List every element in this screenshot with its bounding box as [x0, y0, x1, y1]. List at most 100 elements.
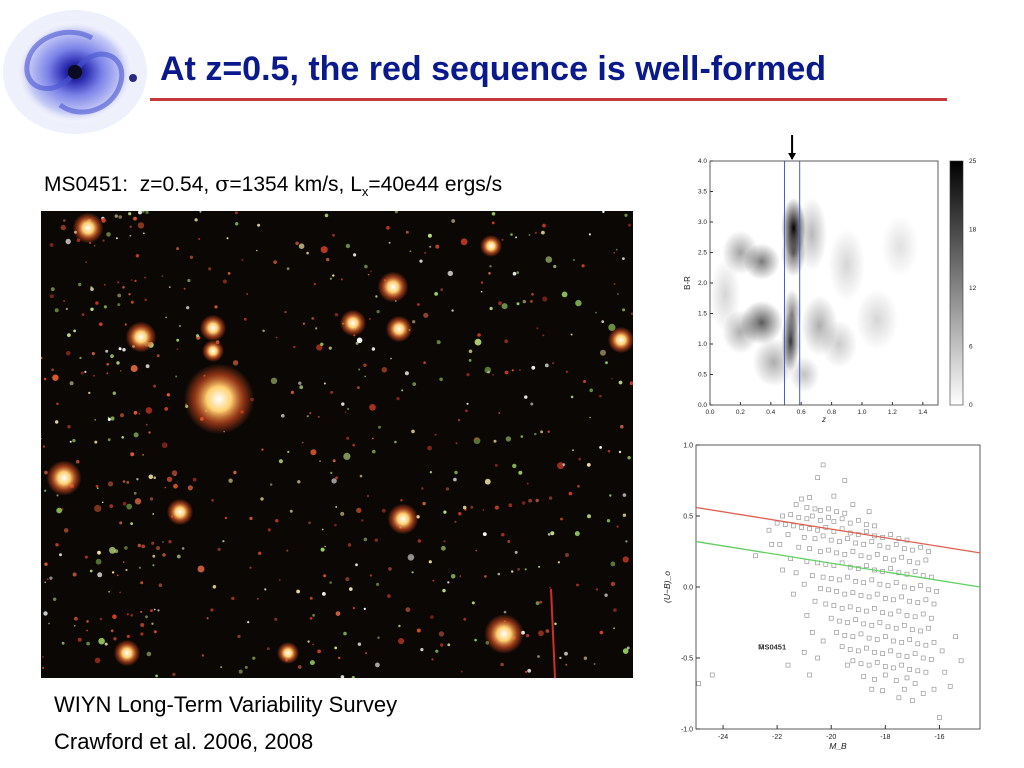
sky-point-source — [273, 260, 277, 264]
sky-point-source — [94, 419, 97, 421]
colorbar — [949, 160, 964, 406]
sky-point-source — [622, 648, 629, 654]
sky-point-source — [615, 248, 618, 251]
sky-point-source — [538, 565, 541, 568]
sky-point-source — [133, 491, 137, 495]
sky-point-source — [72, 438, 76, 443]
sky-point-source — [306, 251, 309, 255]
galaxy-point — [907, 637, 912, 642]
sky-point-source — [134, 279, 137, 282]
sky-point-source — [440, 643, 444, 647]
galaxy-point — [856, 532, 861, 537]
galaxy-point — [861, 621, 866, 627]
galaxy-point — [826, 587, 831, 593]
galaxy-point — [864, 645, 869, 651]
sky-point-source — [109, 504, 114, 508]
galaxy-point — [920, 655, 926, 661]
galaxy-point — [834, 589, 839, 594]
caption-lx: =40e44 ergs/s — [368, 173, 503, 196]
galaxy-point — [791, 591, 796, 597]
sky-point-source — [447, 643, 451, 647]
sky-point-source — [474, 638, 477, 642]
sky-point-source — [622, 257, 625, 260]
galaxy-point — [869, 623, 875, 628]
sky-point-source — [181, 547, 185, 550]
sky-point-source — [49, 576, 53, 580]
sky-point-source — [114, 214, 119, 218]
sky-point-source — [228, 478, 233, 483]
bright-star — [385, 315, 413, 343]
sky-point-source — [322, 592, 326, 596]
sky-point-source — [51, 368, 54, 372]
galaxy-point — [869, 577, 875, 583]
sky-point-source — [565, 553, 569, 557]
galaxy-point — [926, 625, 931, 631]
sky-point-source — [369, 404, 376, 411]
sky-point-source — [508, 503, 513, 508]
colorbar-tick-label: 18 — [969, 226, 977, 233]
heatmap-density-cell — [881, 215, 919, 277]
galaxy-point — [866, 509, 872, 514]
sky-point-source — [89, 569, 93, 573]
sky-point-source — [534, 432, 537, 436]
galaxy-point — [864, 608, 869, 614]
sky-point-source — [367, 495, 369, 497]
sky-point-source — [455, 442, 458, 445]
sky-point-source — [622, 556, 629, 563]
bright-star — [46, 460, 82, 496]
sky-point-source — [345, 577, 350, 582]
bright-star — [387, 503, 419, 535]
y-tick-label: -1.0 — [681, 727, 693, 734]
caption-redshift: z=0.54, — [139, 173, 210, 196]
sky-point-source — [166, 393, 171, 397]
sky-point-source — [388, 241, 391, 244]
galaxy-point — [891, 638, 896, 644]
sky-point-source — [334, 646, 338, 650]
sky-point-source — [421, 487, 424, 490]
sky-point-source — [145, 364, 150, 369]
y-tick-label: 1.0 — [698, 341, 707, 348]
sky-point-source — [511, 570, 514, 573]
sky-point-source — [581, 264, 585, 268]
sky-point-source — [528, 498, 532, 503]
sky-point-source — [135, 254, 140, 258]
x-tick-label: 0.6 — [797, 409, 806, 416]
x-tick-label: -18 — [880, 734, 890, 741]
galaxy-point — [818, 586, 823, 591]
x-tick-label: 0.2 — [736, 409, 745, 416]
sky-point-source — [356, 507, 362, 514]
sky-point-source — [548, 496, 553, 500]
bright-star — [166, 498, 194, 526]
galaxy-point — [893, 542, 899, 547]
sky-point-source — [44, 489, 47, 492]
galaxy-point — [818, 518, 823, 523]
sky-point-source — [165, 316, 167, 319]
sky-point-source — [613, 608, 617, 612]
sky-point-source — [416, 628, 421, 633]
sky-point-source — [547, 430, 550, 433]
sky-point-source — [332, 233, 335, 237]
sky-point-source — [260, 497, 264, 501]
sky-point-source — [515, 236, 518, 239]
galaxy-point — [907, 598, 912, 604]
sky-point-source — [570, 395, 574, 399]
sky-point-source — [125, 568, 128, 572]
sky-point-source — [475, 549, 478, 552]
sky-point-source — [110, 416, 115, 421]
y-tick-label: -0.5 — [681, 656, 693, 663]
caption-sigma: =1354 km/s, L — [229, 173, 362, 196]
sky-point-source — [341, 402, 345, 406]
sky-point-source — [302, 322, 305, 325]
sky-point-source — [357, 642, 362, 646]
galaxy-point — [866, 554, 872, 560]
slide-title: At z=0.5, the red sequence is well-forme… — [160, 50, 827, 88]
sky-point-source — [583, 656, 588, 660]
sky-point-source — [503, 610, 507, 614]
sky-point-source — [504, 339, 509, 344]
sky-point-source — [237, 634, 241, 639]
galaxy-point — [858, 661, 864, 666]
heatmap-density-cell — [789, 356, 820, 393]
sky-point-source — [491, 212, 496, 216]
x-axis-label: z — [821, 415, 826, 423]
sky-point-source — [117, 281, 120, 284]
